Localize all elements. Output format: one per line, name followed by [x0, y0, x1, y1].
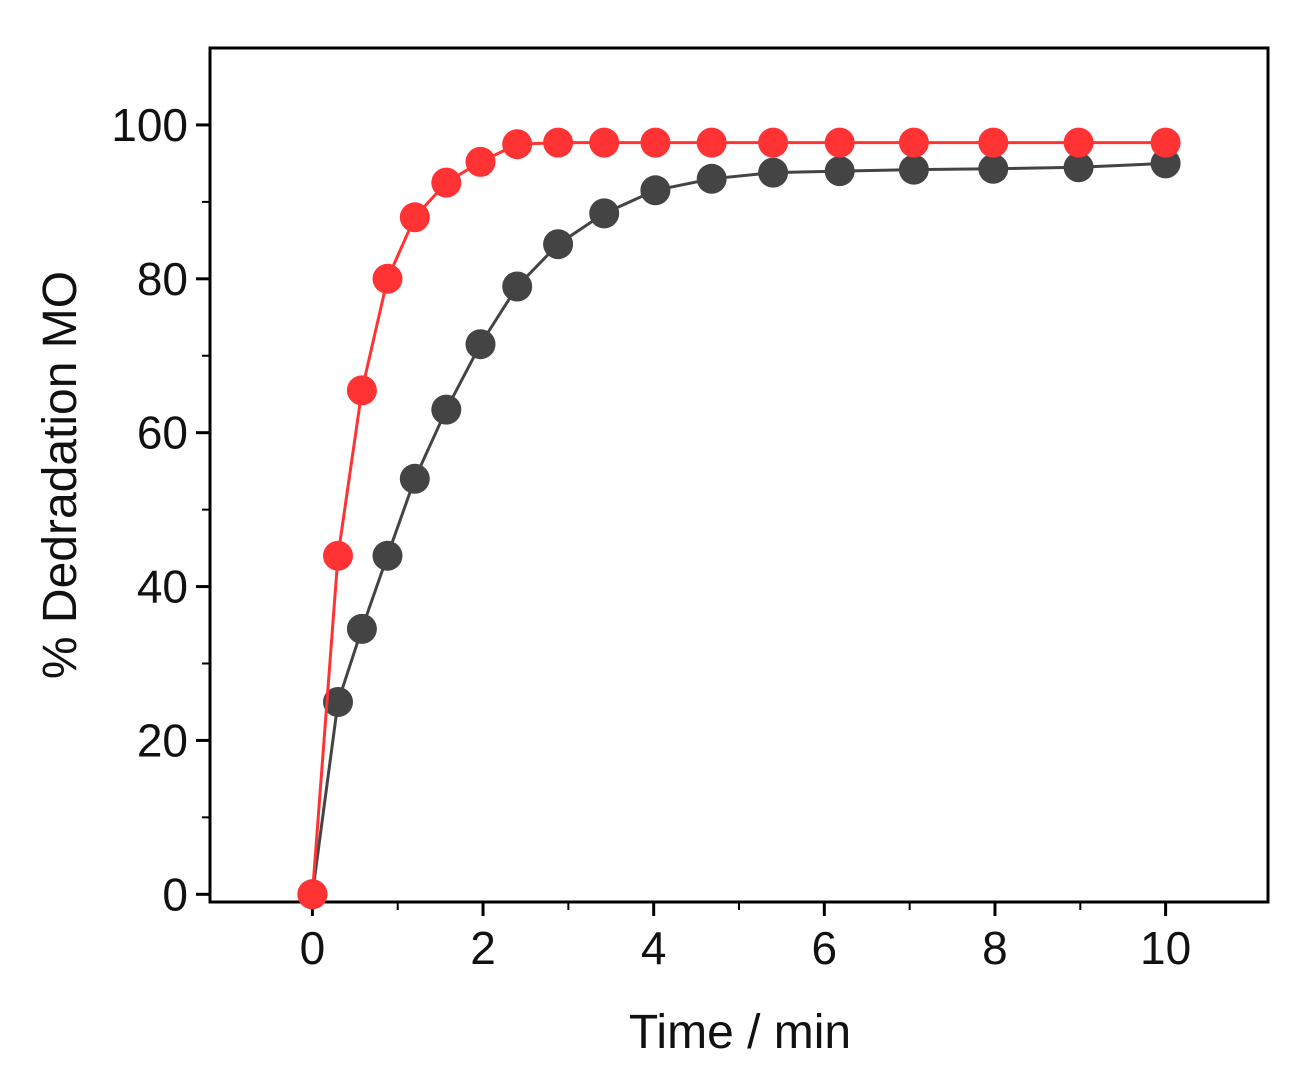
- data-point: [978, 153, 1009, 184]
- data-point: [502, 129, 533, 160]
- y-tick-label: 40: [137, 561, 188, 613]
- data-point: [297, 879, 328, 910]
- x-tick-label: 6: [812, 922, 838, 974]
- data-point: [824, 156, 855, 187]
- data-point: [431, 394, 462, 425]
- data-point: [323, 540, 353, 571]
- x-tick-label: 2: [470, 922, 496, 974]
- data-point: [1063, 127, 1094, 158]
- data-point: [323, 687, 353, 717]
- data-point: [758, 127, 789, 158]
- y-tick-label: 20: [137, 714, 188, 766]
- series-1: [297, 148, 1181, 910]
- x-axis-title: Time / min: [629, 1006, 851, 1059]
- x-tick-label: 8: [982, 922, 1008, 974]
- data-point: [824, 127, 855, 158]
- data-point: [346, 613, 377, 644]
- data-point: [898, 127, 929, 158]
- data-point: [399, 202, 430, 233]
- series-2: [297, 127, 1181, 910]
- data-point: [502, 271, 533, 302]
- data-point: [1150, 127, 1181, 158]
- data-point: [589, 127, 620, 158]
- x-tick-label: 4: [641, 922, 667, 974]
- data-point: [346, 375, 377, 406]
- data-point: [465, 146, 496, 177]
- series-layer: [297, 127, 1181, 910]
- data-point: [543, 127, 574, 158]
- data-point: [372, 540, 403, 571]
- y-axis-title: % Dedradation MO: [34, 271, 87, 679]
- data-point: [465, 329, 496, 360]
- data-point: [640, 127, 671, 158]
- data-point: [543, 229, 574, 260]
- y-tick-label: 60: [137, 407, 188, 459]
- series-line: [310, 141, 1166, 895]
- data-point: [1063, 152, 1094, 183]
- x-tick-label: 0: [300, 922, 326, 974]
- data-point: [589, 198, 620, 229]
- y-tick-label: 80: [137, 253, 188, 305]
- series-line: [310, 161, 1166, 895]
- data-point: [978, 127, 1009, 158]
- data-point: [372, 263, 403, 294]
- y-tick-label: 100: [111, 99, 188, 151]
- data-point: [640, 175, 671, 206]
- data-point: [696, 163, 727, 194]
- y-tick-label: 0: [162, 868, 188, 920]
- data-point: [1150, 148, 1181, 179]
- data-point: [399, 463, 430, 494]
- data-point: [898, 154, 929, 185]
- data-point: [696, 127, 727, 158]
- data-point: [431, 167, 462, 198]
- data-point: [758, 157, 789, 188]
- x-tick-label: 10: [1140, 922, 1191, 974]
